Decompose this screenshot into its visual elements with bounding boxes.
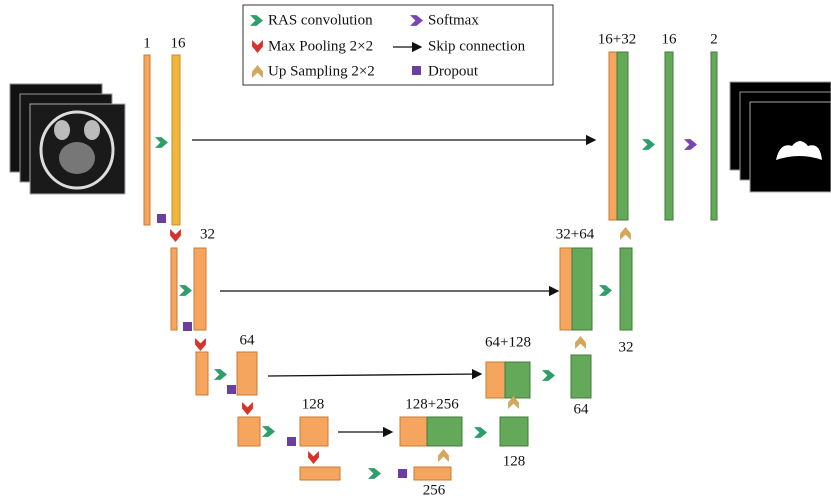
output-masks bbox=[730, 82, 831, 192]
conv-icon bbox=[368, 468, 381, 479]
pool-icon bbox=[195, 338, 206, 351]
feature-map bbox=[238, 417, 260, 446]
feature-map bbox=[414, 467, 451, 480]
input-images bbox=[10, 84, 125, 194]
pool-icon bbox=[242, 402, 253, 415]
channel-label: 256 bbox=[423, 482, 446, 498]
feature-map bbox=[144, 55, 150, 225]
channel-label: 64+128 bbox=[485, 334, 531, 350]
conv-icon bbox=[599, 285, 612, 296]
dropout-icon bbox=[183, 322, 192, 331]
conv-icon bbox=[542, 370, 555, 381]
feature-map bbox=[617, 52, 628, 220]
feature-map bbox=[427, 417, 462, 446]
channel-label: 32 bbox=[619, 339, 634, 355]
conv-icon bbox=[474, 427, 487, 438]
feature-map bbox=[560, 248, 572, 330]
skip-arrow bbox=[268, 374, 481, 376]
up-icon bbox=[438, 449, 449, 462]
channel-label: 128+256 bbox=[405, 396, 459, 412]
feature-map bbox=[486, 362, 505, 398]
feature-map bbox=[237, 352, 257, 395]
dropout-icon bbox=[412, 66, 421, 75]
channel-label: 1 bbox=[143, 35, 151, 51]
conv-icon bbox=[214, 369, 227, 380]
network: 1 16 16+32 16 2 32 32+64 32 64 64+128 64… bbox=[143, 31, 718, 498]
feature-map bbox=[620, 248, 632, 330]
feature-map bbox=[194, 248, 206, 330]
conv-icon bbox=[642, 139, 655, 150]
pool-icon bbox=[308, 451, 319, 464]
legend-label: Softmax bbox=[428, 12, 479, 28]
feature-map bbox=[609, 52, 617, 220]
conv-icon bbox=[262, 426, 275, 437]
feature-map bbox=[172, 55, 180, 225]
unet-diagram: RAS convolution Max Pooling 2×2 Up Sampl… bbox=[0, 0, 831, 499]
feature-map bbox=[711, 52, 717, 220]
feature-map bbox=[300, 467, 340, 480]
legend-label: Dropout bbox=[428, 63, 479, 79]
channel-label: 2 bbox=[710, 31, 718, 47]
channel-label: 64 bbox=[574, 401, 590, 417]
channel-label: 16 bbox=[171, 35, 187, 51]
legend: RAS convolution Max Pooling 2×2 Up Sampl… bbox=[243, 5, 553, 85]
channel-label: 16 bbox=[662, 31, 678, 47]
feature-map bbox=[505, 362, 530, 398]
softmax-icon bbox=[684, 139, 697, 150]
channel-label: 128 bbox=[503, 453, 526, 469]
conv-icon bbox=[155, 137, 168, 148]
dropout-icon bbox=[287, 437, 296, 446]
feature-map bbox=[400, 417, 427, 446]
feature-map bbox=[571, 355, 591, 398]
legend-label: Skip connection bbox=[428, 38, 526, 54]
feature-map bbox=[196, 352, 208, 395]
dropout-icon bbox=[227, 385, 236, 394]
feature-map bbox=[572, 248, 592, 330]
up-icon bbox=[575, 336, 586, 349]
channel-label: 16+32 bbox=[598, 31, 636, 47]
legend-label: Max Pooling 2×2 bbox=[268, 38, 373, 54]
channel-label: 32 bbox=[200, 226, 215, 242]
dropout-icon bbox=[157, 214, 166, 223]
channel-label: 32+64 bbox=[556, 226, 595, 242]
pool-icon bbox=[170, 229, 181, 242]
up-icon bbox=[620, 227, 631, 240]
feature-map bbox=[300, 417, 328, 446]
channel-label: 128 bbox=[302, 396, 325, 412]
dropout-icon bbox=[398, 469, 407, 478]
conv-icon bbox=[179, 285, 192, 296]
channel-label: 64 bbox=[240, 332, 256, 348]
feature-map bbox=[665, 52, 673, 220]
feature-map bbox=[500, 417, 528, 446]
feature-map bbox=[171, 248, 177, 330]
legend-label: Up Sampling 2×2 bbox=[268, 63, 375, 79]
legend-label: RAS convolution bbox=[268, 12, 373, 28]
